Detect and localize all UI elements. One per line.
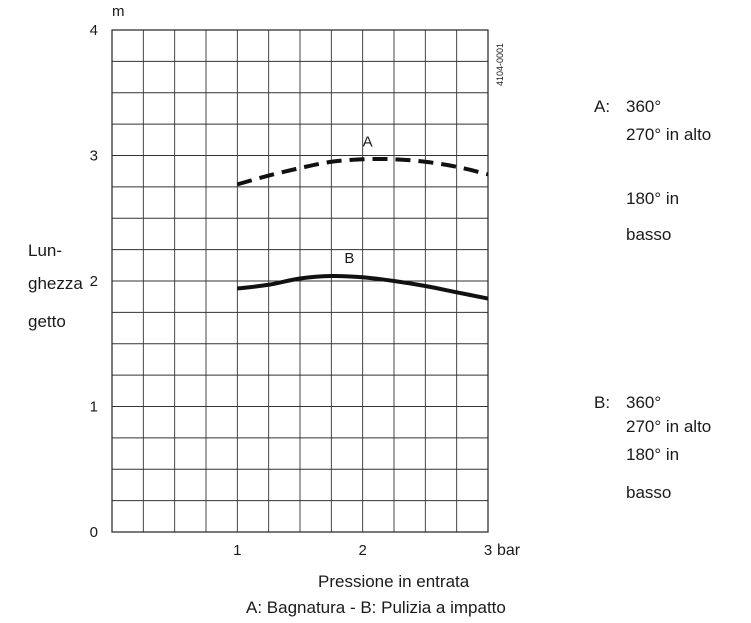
legend-a-line-2: 270° in alto (626, 125, 712, 144)
legend-b-key: B: (594, 393, 611, 412)
y-unit-label: m (112, 3, 125, 20)
legend-a-line-1: 360° (626, 97, 662, 116)
y-tick-label: 4 (90, 22, 98, 39)
y-tick-label: 0 (90, 524, 98, 541)
y-axis-label-line-1: Lun- (28, 241, 63, 260)
x-tick-label: 3 (484, 542, 492, 559)
x-unit-label: bar (497, 542, 521, 559)
legend-a-line-4: basso (626, 225, 672, 244)
legend-a-line-3: 180° in (626, 189, 680, 208)
y-axis-label-line-3: getto (28, 312, 66, 331)
x-tick-label: 2 (358, 542, 366, 559)
chart-labels: 0 1 2 3 4 1 2 3 A B (90, 22, 493, 559)
chart-grid (111, 29, 489, 533)
figure-code: 4104-0001 (495, 42, 505, 86)
x-axis-label: Pressione in entrata (318, 572, 470, 591)
x-tick-label: 1 (233, 542, 241, 559)
chart-series (236, 156, 489, 301)
series-line-a (236, 156, 489, 187)
legend-b-line-3: 180° in (626, 445, 680, 464)
y-tick-label: 3 (90, 148, 98, 165)
chart-caption: A: Bagnatura - B: Pulizia a impatto (246, 598, 506, 617)
y-tick-label: 2 (90, 273, 98, 290)
y-tick-label: 1 (90, 399, 98, 416)
series-label-a: A (363, 133, 373, 150)
legend-b-line-4: basso (626, 483, 672, 502)
legend-b-line-2: 270° in alto (626, 417, 712, 436)
plot-frame (111, 29, 489, 533)
legend-a-key: A: (594, 97, 611, 116)
y-axis-label-line-2: ghezza (28, 274, 83, 293)
series-line-b (237, 273, 489, 301)
legend-b-line-1: 360° (626, 393, 662, 412)
series-label-b: B (344, 250, 354, 267)
